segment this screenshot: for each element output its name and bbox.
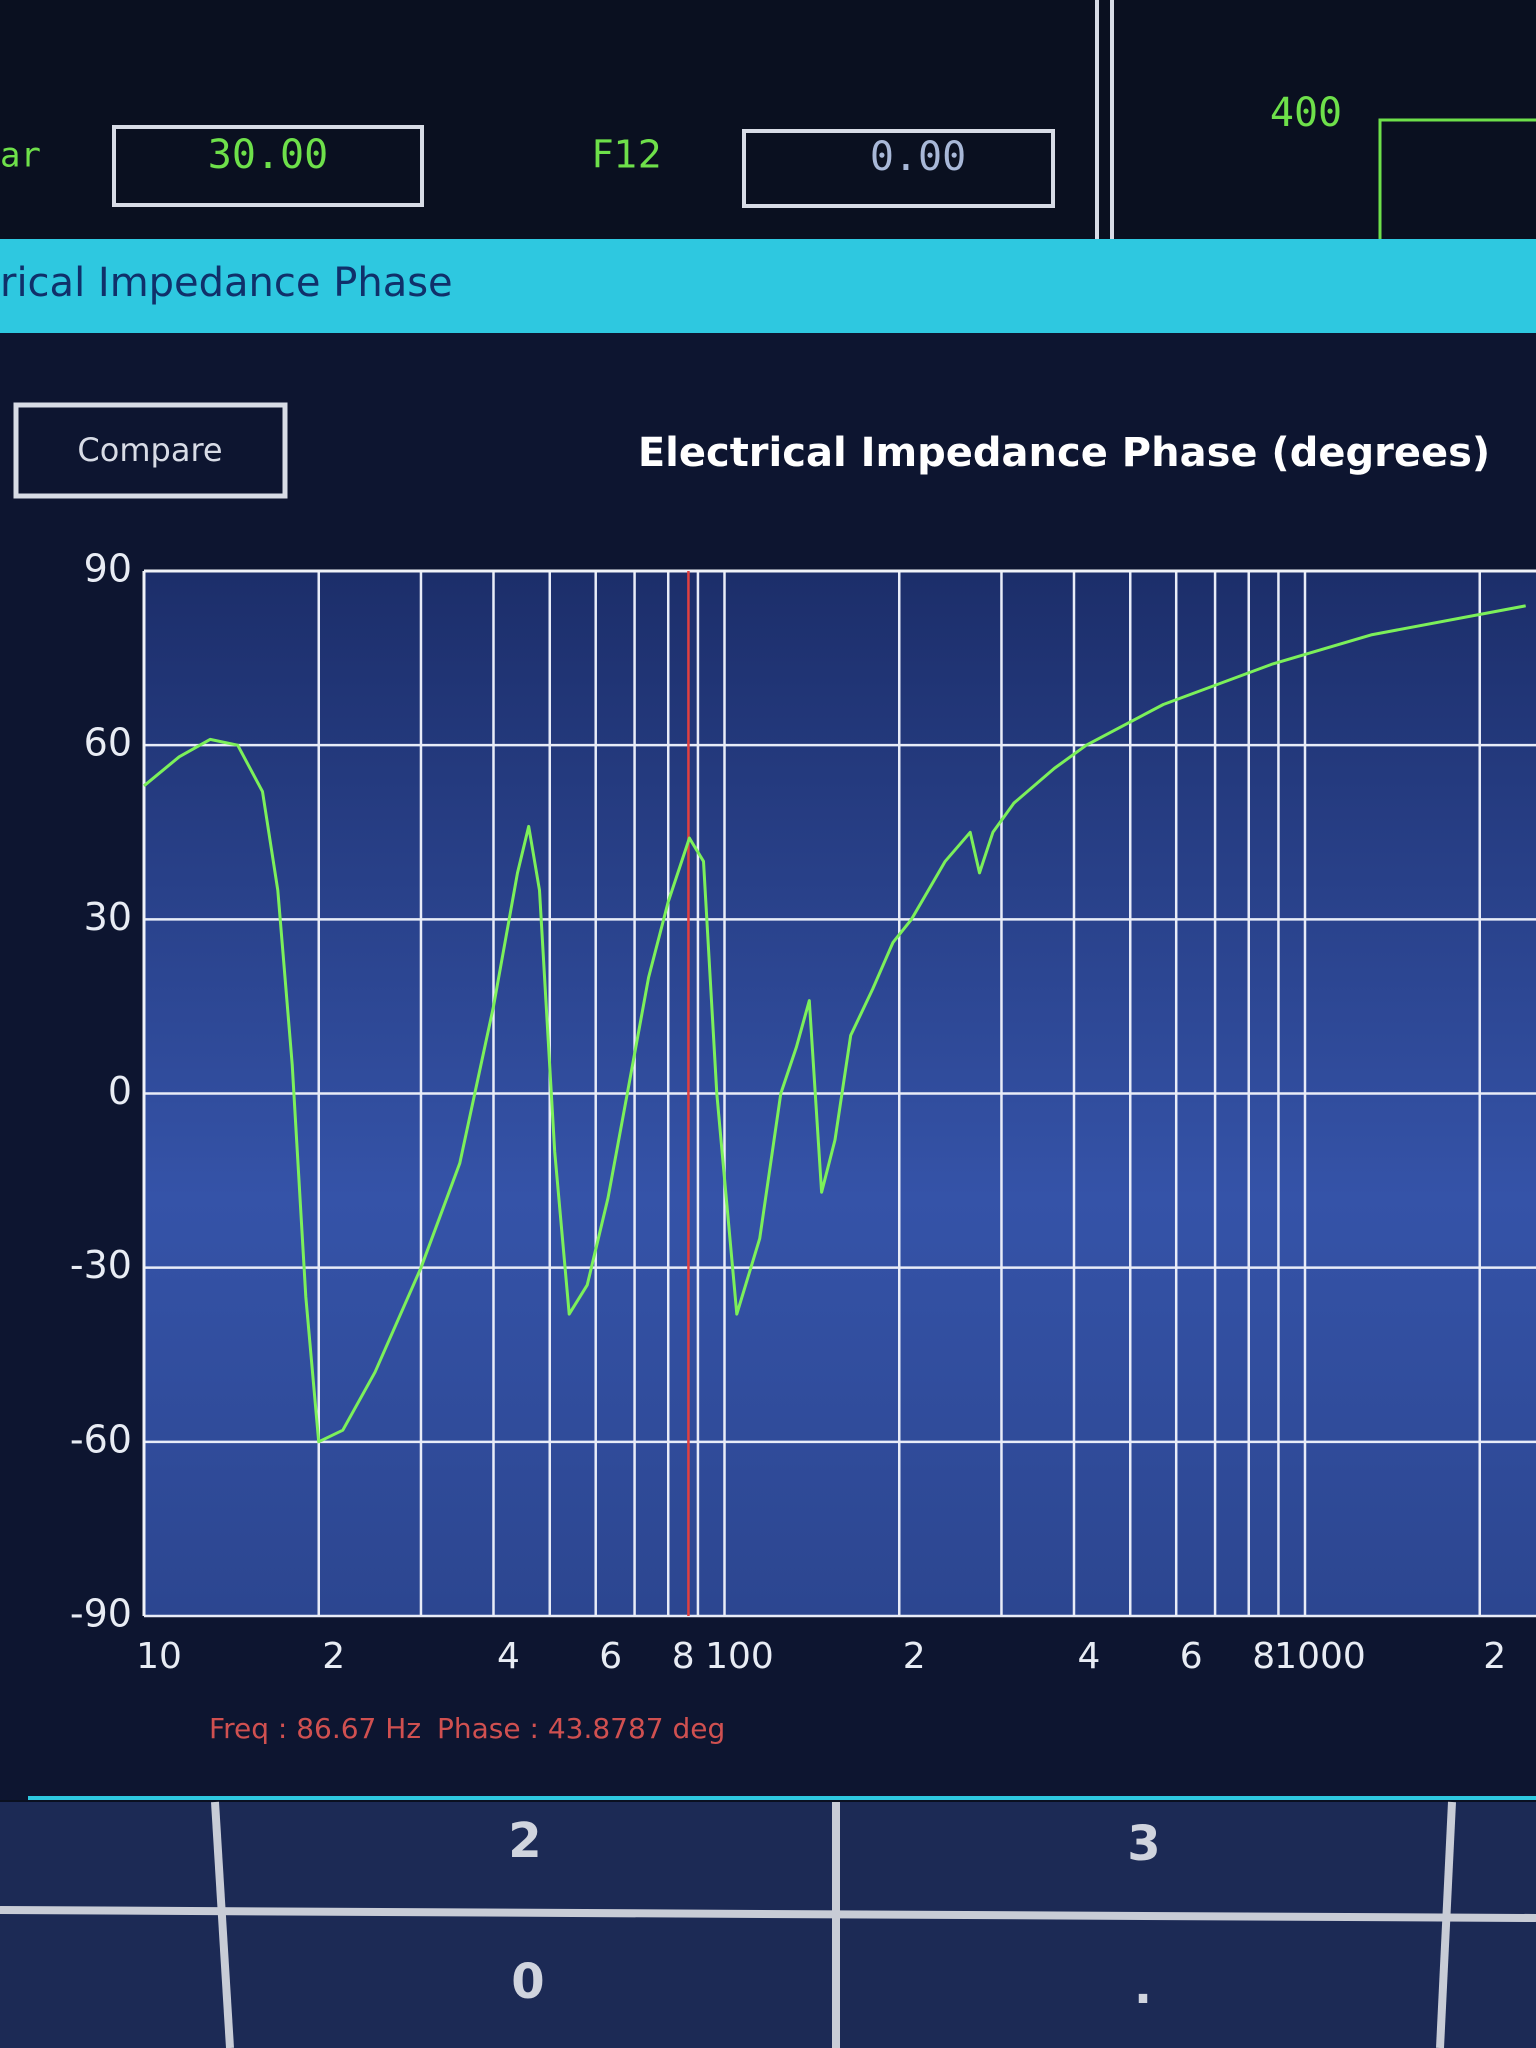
x-tick-label: 2 bbox=[322, 1636, 345, 1677]
y-tick-label: 0 bbox=[108, 1069, 132, 1113]
x-tick-label: 100 bbox=[705, 1636, 774, 1677]
y-tick-label: 60 bbox=[84, 721, 132, 765]
field-label: F12 bbox=[592, 133, 662, 177]
window-title: rical Impedance Phase bbox=[0, 260, 453, 306]
x-tick-label: 2 bbox=[903, 1636, 926, 1677]
x-tick-label: 2 bbox=[1483, 1636, 1506, 1677]
input-field[interactable] bbox=[112, 125, 424, 207]
compare-button[interactable] bbox=[13, 402, 288, 499]
field-value: 30.00 bbox=[208, 132, 328, 178]
key[interactable]: 0 bbox=[511, 1954, 544, 2010]
keypad-line bbox=[211, 1801, 234, 2048]
title-bar bbox=[0, 239, 1536, 333]
status-text: Freq : 86.67 Hz bbox=[209, 1712, 421, 1745]
input-field[interactable] bbox=[742, 129, 1055, 208]
mini-plot bbox=[1378, 118, 1536, 239]
x-tick-label: 4 bbox=[497, 1636, 520, 1677]
x-tick-label: 1000 bbox=[1274, 1636, 1366, 1677]
field-label: ar bbox=[0, 136, 41, 176]
y-tick-label: -90 bbox=[70, 1592, 132, 1636]
readout: 400 bbox=[1270, 90, 1342, 136]
keypad-line bbox=[0, 1906, 1536, 1922]
x-tick-label: 10 bbox=[136, 1636, 182, 1677]
button-label: Compare bbox=[77, 431, 222, 469]
status-text: Phase : 43.8787 deg bbox=[437, 1712, 725, 1745]
y-tick-label: 90 bbox=[84, 547, 132, 591]
y-tick-label: -60 bbox=[70, 1417, 132, 1461]
phase-line bbox=[143, 604, 1526, 1444]
chart-title: Electrical Impedance Phase (degrees) bbox=[638, 430, 1490, 476]
key[interactable]: 3 bbox=[1127, 1816, 1160, 1872]
field-value: 0.00 bbox=[870, 134, 966, 180]
x-tick-label: 8 bbox=[1252, 1636, 1275, 1677]
key[interactable]: . bbox=[1134, 1959, 1152, 2015]
y-tick-label: 30 bbox=[84, 895, 132, 939]
keypad-line bbox=[1436, 1801, 1456, 2048]
keypad bbox=[0, 1802, 1536, 2048]
x-tick-label: 4 bbox=[1078, 1636, 1101, 1677]
y-tick-label: -30 bbox=[70, 1243, 132, 1287]
x-tick-label: 6 bbox=[599, 1636, 622, 1677]
x-tick-label: 8 bbox=[672, 1636, 695, 1677]
x-tick-label: 6 bbox=[1180, 1636, 1203, 1677]
key[interactable]: 2 bbox=[508, 1813, 541, 1869]
